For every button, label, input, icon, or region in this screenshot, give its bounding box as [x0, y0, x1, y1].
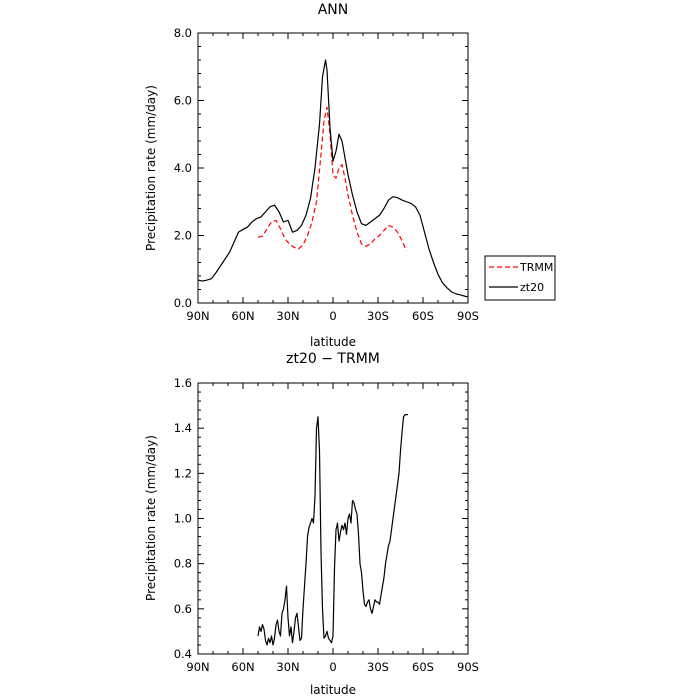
- top-y-tick-label: 4.0: [174, 161, 192, 175]
- bottom-y-tick-label: 0.4: [174, 647, 192, 661]
- legend-box: [484, 255, 556, 301]
- top-y-axis-label: Precipitation rate (mm/day): [144, 85, 158, 251]
- top-plot-lines: [197, 59, 469, 298]
- bottom-y-tick-label: 1.4: [174, 421, 192, 435]
- bottom-series-line-0: [257, 414, 408, 646]
- bottom-x-tick-label: 30S: [367, 660, 389, 674]
- bottom-y-axis-label: Precipitation rate (mm/day): [144, 435, 158, 601]
- legend: TRMM zt20: [484, 255, 556, 301]
- top-x-tick-label: 30N: [276, 309, 299, 323]
- bottom-x-tick-label: 90S: [457, 660, 479, 674]
- top-series-line-zt20: [197, 59, 469, 298]
- top-plot-frame: [197, 32, 469, 304]
- legend-trmm-label: TRMM: [519, 261, 553, 274]
- top-series-line-trmm: [257, 106, 408, 251]
- bottom-y-tick-label: 1.2: [174, 466, 192, 480]
- bottom-y-tick-label: 1.0: [174, 512, 192, 526]
- bottom-x-tick-label: 30N: [276, 660, 299, 674]
- bottom-x-tick-label: 60S: [412, 660, 434, 674]
- top-y-ticks: 0.0 2.0 4.0 6.0 8.0: [174, 26, 468, 310]
- bottom-x-axis-label: latitude: [310, 683, 356, 697]
- top-x-tick-label: 90N: [186, 309, 209, 323]
- bottom-y-tick-label: 1.6: [174, 376, 192, 390]
- top-x-tick-label: 90S: [457, 309, 479, 323]
- bottom-plot-lines: [257, 414, 408, 646]
- top-x-ticks: 90N 60N 30N 0 30S 60S 90S: [186, 33, 479, 323]
- top-x-axis-label: latitude: [310, 335, 356, 349]
- top-panel-precip-ann: ANN 90N 60N 30N 0 30S 60S 90S 0.02.04.06.08.0 …: [144, 2, 556, 349]
- top-y-tick-label: 0.0: [174, 296, 192, 310]
- top-y-tick-label: 2.0: [174, 229, 192, 243]
- legend-zt20-label: zt20: [520, 281, 544, 294]
- top-y-tick-label: 6.0: [174, 94, 192, 108]
- top-chart-title: ANN: [318, 2, 349, 18]
- bottom-x-tick-label: 0: [329, 660, 336, 674]
- bottom-x-tick-label: 90N: [186, 660, 209, 674]
- bottom-y-tick-label: 0.8: [174, 557, 192, 571]
- top-y-tick-label: 8.0: [174, 26, 192, 40]
- bottom-chart-title: zt20 − TRMM: [286, 351, 380, 367]
- bottom-x-tick-label: 60N: [231, 660, 254, 674]
- bottom-y-tick-label: 0.6: [174, 602, 192, 616]
- bottom-panel-difference: zt20 − TRMM 90N 60N 30N 0 30S 60S 90S 0.40.60.…: [144, 351, 479, 697]
- top-x-tick-label: 60S: [412, 309, 434, 323]
- bottom-y-ticks: 0.4 0.6 0.8 1.0 1.2 1.4 1.6: [174, 376, 468, 661]
- top-x-tick-label: 60N: [231, 309, 254, 323]
- top-x-tick-label: 0: [329, 309, 336, 323]
- bottom-x-ticks: 90N 60N 30N 0 30S 60S 90S: [186, 383, 479, 674]
- top-x-tick-label: 30S: [367, 309, 389, 323]
